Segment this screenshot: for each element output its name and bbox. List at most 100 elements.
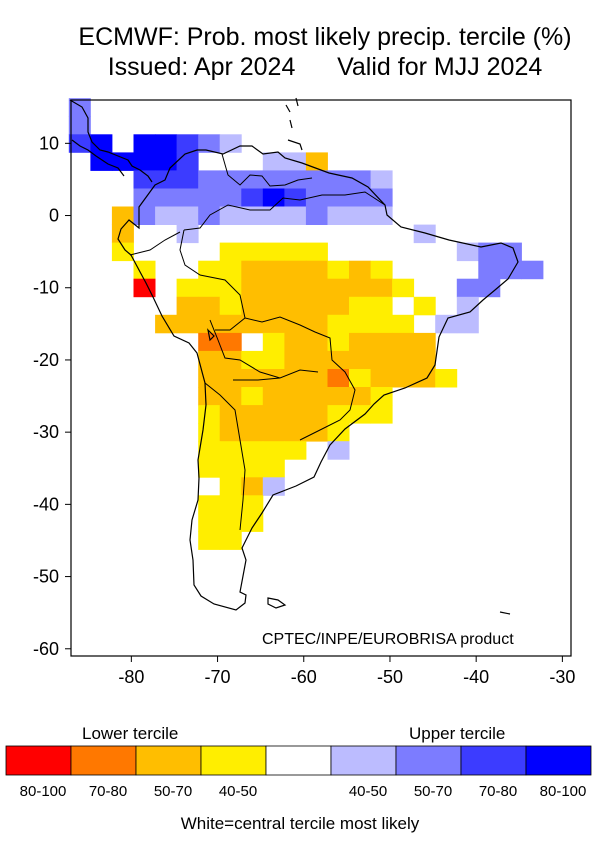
grid-cell (305, 423, 328, 442)
grid-cell (198, 369, 221, 388)
grid-cell (349, 188, 371, 207)
grid-cell (198, 188, 221, 207)
grid-cell (327, 260, 350, 280)
map-axes: -80 -70 -60 -50 -40 -30 10 0 -10 -20 -30 -40 -50 -60 (33, 133, 575, 687)
grid-cell (305, 314, 328, 334)
grid-cell (241, 495, 264, 514)
grid-cell (262, 387, 285, 406)
grid-cell (219, 459, 242, 478)
grid-cell (305, 369, 328, 388)
grid-cell (370, 332, 393, 352)
grid-cell (262, 314, 285, 334)
grid-cell (133, 134, 156, 153)
central-america-coastline (69, 99, 153, 183)
grid-cell (435, 369, 458, 388)
grid-cell (241, 350, 264, 370)
grid-cell (68, 116, 91, 135)
grid-cell (241, 369, 264, 388)
grid-cell (262, 278, 285, 298)
y-tick-label: -20 (33, 350, 59, 370)
grid-cell (370, 314, 393, 334)
grid-cell (111, 152, 134, 171)
grid-cell (133, 188, 156, 207)
grid-cell (478, 260, 501, 280)
grid-cell (241, 477, 264, 496)
grid-cell (219, 531, 242, 550)
grid-cell (478, 278, 501, 298)
credit-text: CPTEC/INPE/EUROBRISA product (262, 631, 514, 648)
grid-cell (176, 134, 199, 153)
grid-cell (111, 206, 134, 225)
grid-cell (305, 260, 328, 280)
grid-cell (241, 441, 264, 460)
grid-cell (370, 387, 393, 406)
grid-cell (219, 495, 242, 514)
colorbar-tick-label: 50-70 (153, 783, 193, 800)
grid-cell (198, 441, 221, 460)
grid-cell (392, 332, 415, 352)
map-subtitle: Issued: Apr 2024 Valid for MJJ 2024 (0, 52, 600, 82)
colorbar-swatch (135, 745, 202, 776)
grid-cell (413, 296, 436, 316)
grid-cell (349, 405, 371, 424)
grid-cell (241, 405, 264, 424)
grid-cell (284, 405, 307, 424)
grid-cell (349, 350, 371, 370)
grid-cell (413, 350, 436, 370)
grid-cell (262, 477, 285, 496)
grid-cell (284, 170, 307, 189)
grid-cell (262, 405, 285, 424)
country-borders (129, 153, 386, 531)
grid-cell (392, 314, 415, 334)
map-frame (70, 99, 572, 657)
grid-cell (370, 296, 393, 316)
grid-cell (219, 405, 242, 424)
grid-cell (349, 206, 371, 225)
grid-cell (155, 188, 178, 207)
x-tick-label: -50 (377, 667, 403, 687)
grid-cell (198, 459, 221, 478)
grid-cell (219, 170, 242, 189)
grid-cell (155, 314, 178, 334)
grid-cell (521, 260, 544, 280)
grid-cell (262, 441, 285, 460)
grid-cell (262, 332, 285, 352)
grid-cell (392, 278, 415, 298)
grid-cell (327, 170, 350, 189)
grid-cell (176, 314, 199, 334)
grid-cell (327, 350, 350, 370)
grid-cell (198, 495, 221, 514)
grid-cell (305, 296, 328, 316)
grid-cell (176, 278, 199, 298)
grid-cell (219, 513, 242, 532)
grid-cell (349, 369, 371, 388)
grid-cell (262, 260, 285, 280)
grid-cell (413, 369, 436, 388)
grid-cell (349, 296, 371, 316)
grid-cell (198, 314, 221, 334)
grid-cell (305, 242, 328, 262)
grid-cell (284, 260, 307, 280)
grid-cell (198, 332, 221, 352)
grid-cell (219, 296, 242, 316)
colorbar-tick-label: 50-70 (413, 783, 453, 800)
colorbar-tick-label: 40-50 (348, 783, 388, 800)
grid-cell (111, 242, 134, 262)
y-tick-label: -50 (33, 567, 59, 587)
valid-period: Valid for MJJ 2024 (337, 53, 543, 81)
grid-cell (155, 134, 178, 153)
grid-cell (305, 387, 328, 406)
map-title: ECMWF: Prob. most likely precip. tercile… (78, 23, 572, 51)
x-tick-label: -70 (205, 667, 231, 687)
grid-cell (219, 332, 242, 352)
grid-cell (327, 387, 350, 406)
grid-cell (198, 134, 221, 153)
grid-cell (241, 513, 264, 532)
grid-cell (176, 224, 199, 244)
grid-cell (155, 152, 178, 171)
grid-cell (262, 206, 285, 225)
grid-cell (241, 260, 264, 280)
grid-cell (133, 170, 156, 189)
grid-cell (349, 314, 371, 334)
grid-cell (413, 224, 436, 244)
